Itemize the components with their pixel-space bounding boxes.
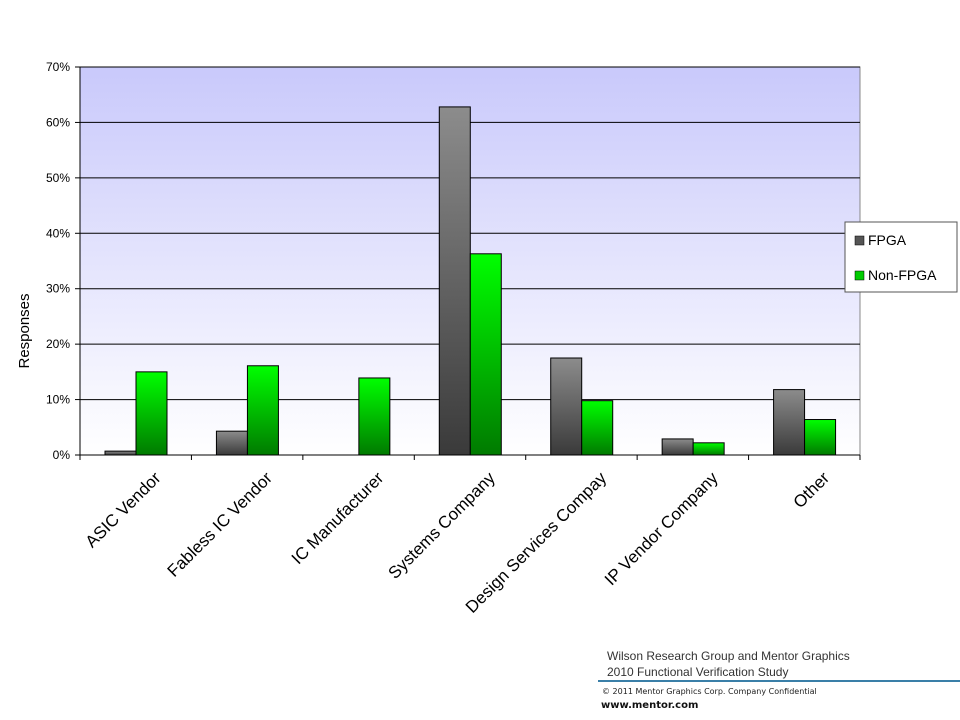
legend-label-fpga: FPGA (868, 232, 907, 248)
x-tick-label: Other (790, 468, 834, 512)
legend: FPGA Non-FPGA (844, 221, 958, 293)
bar-chart: 0% 10% 20% 30% 40% 50% 60% 70% ASIC Vendor Fables… (16, 60, 958, 617)
footer-divider (598, 680, 960, 682)
x-tick-label: IP Vendor Company (601, 468, 722, 589)
bar-fpga (438, 106, 471, 456)
copyright-notice: © 2011 Mentor Graphics Corp. Company Con… (602, 687, 817, 696)
legend-label-non-fpga: Non-FPGA (868, 267, 937, 283)
y-tick-label: 70% (46, 60, 70, 74)
legend-swatch-non-fpga (854, 270, 865, 281)
website-link[interactable]: www.mentor.com (601, 700, 699, 711)
bar-fpga (215, 430, 248, 456)
y-tick-label: 30% (46, 282, 70, 296)
x-tick-label: ASIC Vendor (82, 468, 165, 551)
y-tick-label: 50% (46, 171, 70, 185)
bar-non-fpga (692, 442, 725, 456)
y-tick-label: 40% (46, 226, 70, 240)
bars (104, 106, 837, 456)
bar-non-fpga (804, 419, 837, 456)
x-tick-label: IC Manufacturer (288, 468, 388, 568)
x-tick-label: Fabless IC Vendor (164, 468, 277, 581)
bar-non-fpga (469, 253, 502, 456)
bar-fpga (550, 357, 583, 456)
bar-fpga (661, 438, 694, 456)
y-tick-label: 10% (46, 393, 70, 407)
bar-fpga (773, 389, 806, 456)
legend-box (844, 221, 958, 293)
legend-swatch-fpga (854, 235, 865, 246)
x-tick-label: Systems Company (385, 468, 500, 583)
bar-non-fpga (135, 371, 168, 456)
bar-non-fpga (358, 377, 391, 456)
y-tick-label: 20% (46, 337, 70, 351)
bar-non-fpga (246, 365, 279, 456)
source-line-1: Wilson Research Group and Mentor Graphic… (607, 649, 850, 663)
source-note: Wilson Research Group and Mentor Graphic… (607, 648, 850, 680)
bar-non-fpga (581, 400, 614, 456)
source-line-2: 2010 Functional Verification Study (607, 665, 789, 679)
y-axis-label: Responses (16, 293, 33, 368)
y-tick-label: 60% (46, 115, 70, 129)
bar-fpga (104, 450, 137, 456)
y-tick-label: 0% (53, 448, 71, 462)
